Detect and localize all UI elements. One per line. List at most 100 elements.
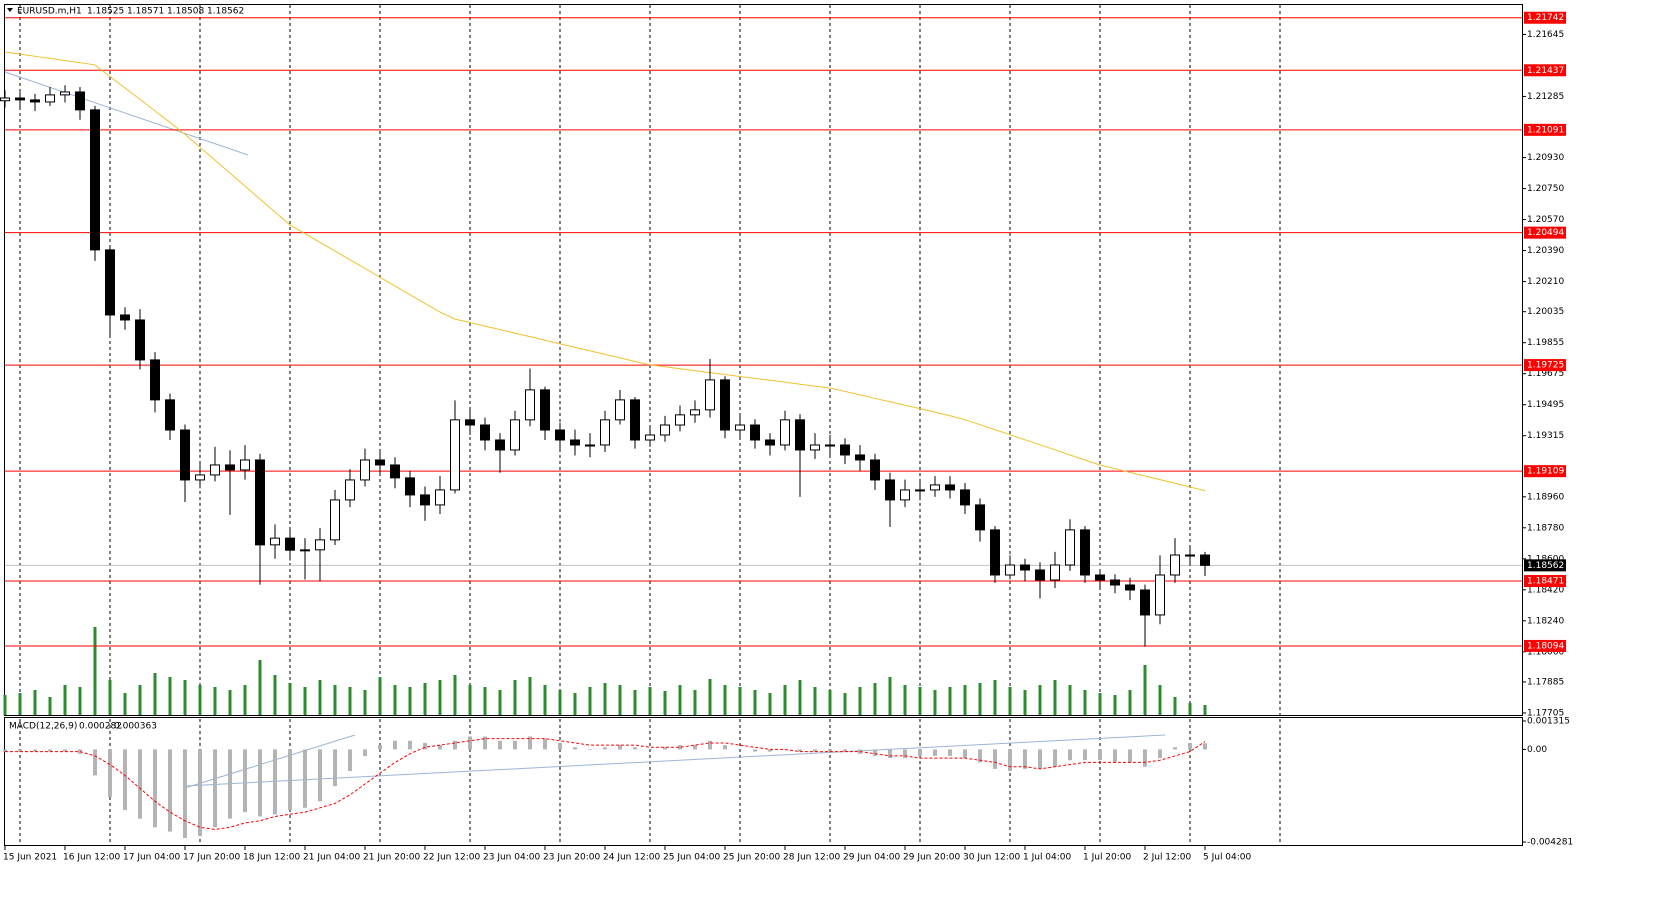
candle-body (465, 419, 475, 426)
candle-body (150, 359, 160, 401)
x-tick-label: 15 Jun 2021 (3, 853, 57, 863)
y-tick-label: 1.18960 (1527, 492, 1564, 502)
macd-signal (5, 738, 1206, 830)
volume-bar (153, 673, 157, 715)
volume-bar (993, 680, 997, 715)
candle-body (345, 479, 355, 501)
volume-bar (333, 685, 337, 715)
candle-body (60, 91, 70, 96)
candle-body (525, 389, 535, 421)
candle-body (420, 494, 430, 506)
volume-bar (1083, 690, 1087, 715)
macd-bar (18, 749, 22, 752)
y-tick-label: 1.18420 (1527, 585, 1564, 595)
macd-bar (438, 745, 442, 750)
volume-bar (363, 690, 367, 715)
macd-bar (1173, 747, 1177, 750)
volume-bar (63, 685, 67, 715)
volume-bar (903, 685, 907, 715)
macd-tick-label: 0.00 (1527, 745, 1547, 755)
macd-bar (783, 749, 787, 750)
macd-bar (1098, 749, 1102, 761)
volume-bar (738, 687, 742, 715)
candle-body (810, 444, 820, 451)
macd-bar (813, 749, 817, 752)
candle-body (990, 529, 1000, 576)
volume-bar (888, 677, 892, 715)
macd-bar (828, 749, 832, 752)
volume-bar (483, 687, 487, 715)
candle-body (390, 464, 400, 479)
header-close: 1.18562 (207, 7, 244, 17)
macd-bar (153, 749, 157, 828)
candle-body (330, 499, 340, 541)
macd-bar (843, 749, 847, 752)
macd-bar (393, 740, 397, 750)
candle-body (945, 484, 955, 491)
volume-bar (918, 687, 922, 715)
volume-bar (378, 677, 382, 715)
volume-bar (708, 679, 712, 715)
candle-body (135, 319, 145, 361)
volume-bar (678, 685, 682, 715)
y-tick-label: 1.18240 (1527, 616, 1564, 626)
header-low: 1.18508 (167, 7, 204, 17)
macd-bar (993, 749, 997, 769)
x-tick-label: 1 Jul 04:00 (1023, 853, 1072, 863)
x-tick-label: 2 Jul 12:00 (1143, 853, 1192, 863)
macd-bar (543, 738, 547, 750)
candle-body (270, 537, 280, 546)
candle-body (1020, 564, 1030, 571)
macd-bar (378, 745, 382, 750)
volume-bar (168, 677, 172, 715)
candle-body (315, 539, 325, 551)
volume-bar (93, 627, 97, 715)
candle-body (735, 424, 745, 431)
volume-bar (558, 690, 562, 715)
candle-body (870, 459, 880, 481)
candle-body (675, 414, 685, 426)
volume-bar (573, 693, 577, 715)
candle-body (450, 419, 460, 491)
macd-bar (183, 749, 187, 839)
menu-arrow[interactable] (7, 8, 13, 12)
macd-bar (978, 749, 982, 763)
x-tick-label: 23 Jun 04:00 (483, 853, 540, 863)
y-tick-label: 1.21645 (1527, 30, 1564, 40)
macd-label: MACD(12,26,9) (9, 722, 77, 732)
macd-bar (213, 749, 217, 828)
volume-bar (1143, 665, 1147, 715)
macd-bar (93, 749, 97, 776)
candle-body (1080, 529, 1090, 576)
candle-body (30, 99, 40, 103)
candle-body (1065, 529, 1075, 566)
candle-body (195, 474, 205, 481)
macd-bar (513, 740, 517, 750)
candle-body (915, 489, 925, 492)
candle-body (795, 419, 805, 451)
candle-body (1110, 579, 1120, 586)
y-tick-label: 1.20210 (1527, 277, 1564, 287)
day-separators (19, 5, 1281, 845)
candle-body (630, 399, 640, 441)
volume-bar (1203, 705, 1207, 715)
volume-bar (348, 687, 352, 715)
candle-body (180, 429, 190, 481)
candle-body (1185, 554, 1195, 557)
macd-bar (33, 749, 37, 752)
volume-bar (648, 687, 652, 715)
candle-body (1005, 564, 1015, 576)
candle-body (555, 429, 565, 441)
candle-body (570, 439, 580, 446)
macd-bar (873, 749, 877, 756)
x-tick-label: 29 Jun 04:00 (843, 853, 900, 863)
volume-bar (543, 685, 547, 715)
candle-body (720, 379, 730, 431)
volume-bar (423, 683, 427, 715)
x-tick-label: 1 Jul 20:00 (1083, 853, 1132, 863)
candle-body (90, 109, 100, 251)
volume-bar (138, 685, 142, 715)
level-label: 1.19725 (1527, 361, 1564, 371)
macd-bar (1188, 742, 1192, 750)
